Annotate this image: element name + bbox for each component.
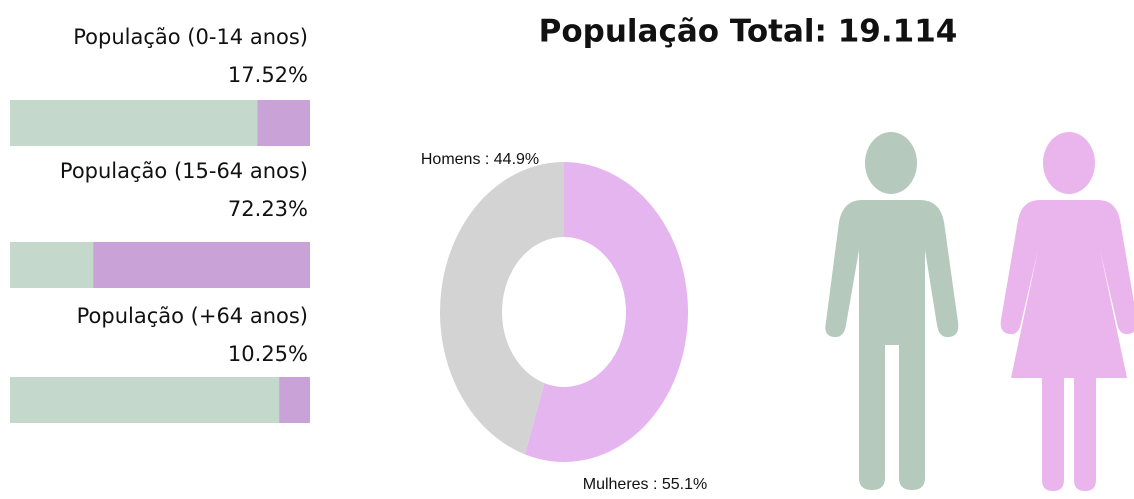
bar-title: População (0-14 anos) [73, 25, 308, 49]
slice-label: Homens : 44.9% [421, 151, 539, 168]
bar-title: População (15-64 anos) [60, 159, 308, 183]
bar [257, 100, 310, 146]
woman-icon [1000, 132, 1134, 491]
bar [93, 242, 310, 288]
value-label: 17.52% [228, 63, 308, 87]
value-label: 72.23% [228, 197, 308, 221]
bar [279, 377, 310, 423]
bar-track [10, 377, 310, 423]
bar-title: População (+64 anos) [77, 304, 308, 328]
slice-label: Mulheres : 55.1% [583, 476, 708, 493]
donut-slice [524, 162, 689, 463]
page-title: População Total: 19.114 [539, 14, 958, 50]
value-label: 10.25% [228, 342, 308, 366]
donut-slice [440, 162, 564, 455]
man-icon [825, 132, 959, 490]
